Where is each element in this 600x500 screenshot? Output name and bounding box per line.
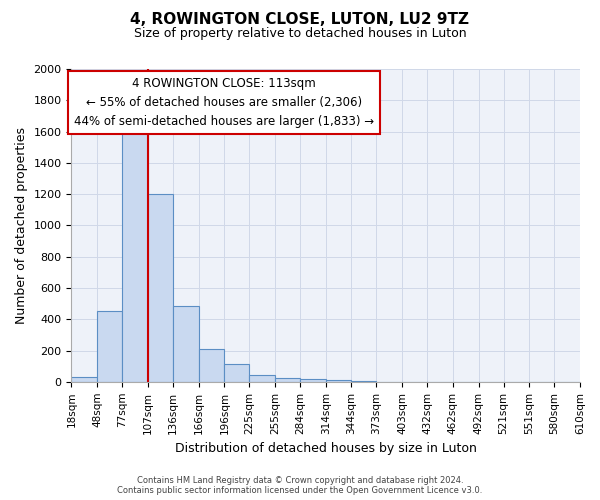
Text: 4 ROWINGTON CLOSE: 113sqm
← 55% of detached houses are smaller (2,306)
44% of se: 4 ROWINGTON CLOSE: 113sqm ← 55% of detac… <box>74 77 374 128</box>
Y-axis label: Number of detached properties: Number of detached properties <box>15 127 28 324</box>
Text: Size of property relative to detached houses in Luton: Size of property relative to detached ho… <box>134 28 466 40</box>
Bar <box>224 364 249 382</box>
Bar <box>249 375 275 382</box>
Bar <box>352 381 376 382</box>
Bar <box>122 132 148 382</box>
Bar <box>275 378 300 382</box>
Bar <box>148 194 173 382</box>
Bar <box>97 310 122 382</box>
Bar <box>326 380 352 382</box>
X-axis label: Distribution of detached houses by size in Luton: Distribution of detached houses by size … <box>175 442 476 455</box>
Bar <box>71 377 97 382</box>
Bar <box>199 349 224 382</box>
Bar <box>173 306 199 382</box>
Bar <box>300 380 326 382</box>
Text: 4, ROWINGTON CLOSE, LUTON, LU2 9TZ: 4, ROWINGTON CLOSE, LUTON, LU2 9TZ <box>131 12 470 28</box>
Text: Contains HM Land Registry data © Crown copyright and database right 2024.
Contai: Contains HM Land Registry data © Crown c… <box>118 476 482 495</box>
